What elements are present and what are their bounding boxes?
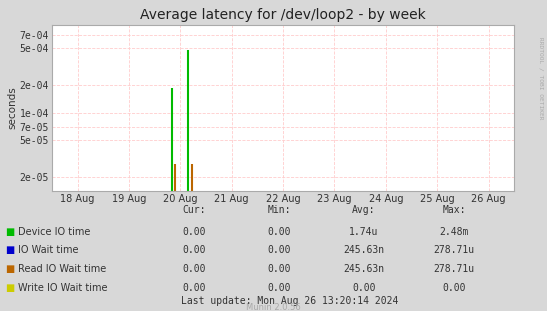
Title: Average latency for /dev/loop2 - by week: Average latency for /dev/loop2 - by week: [140, 8, 426, 22]
Text: Read IO Wait time: Read IO Wait time: [18, 264, 106, 274]
Text: Cur:: Cur:: [183, 205, 206, 215]
Text: 245.63n: 245.63n: [343, 264, 385, 274]
Text: Device IO time: Device IO time: [18, 227, 90, 237]
Text: Munin 2.0.56: Munin 2.0.56: [246, 303, 301, 311]
Text: 278.71u: 278.71u: [433, 245, 475, 255]
Text: 1.74u: 1.74u: [349, 227, 379, 237]
Text: 0.00: 0.00: [443, 283, 465, 293]
Text: 0.00: 0.00: [267, 245, 290, 255]
Text: ■: ■: [5, 245, 15, 255]
Text: 278.71u: 278.71u: [433, 264, 475, 274]
Text: 0.00: 0.00: [183, 264, 206, 274]
Text: 0.00: 0.00: [183, 245, 206, 255]
Text: ■: ■: [5, 283, 15, 293]
Text: Min:: Min:: [267, 205, 290, 215]
Text: RRDTOOL / TOBI OETIKER: RRDTOOL / TOBI OETIKER: [538, 37, 543, 120]
Y-axis label: seconds: seconds: [7, 87, 17, 129]
Text: Write IO Wait time: Write IO Wait time: [18, 283, 107, 293]
Text: IO Wait time: IO Wait time: [18, 245, 78, 255]
Text: ■: ■: [5, 264, 15, 274]
Text: 2.48m: 2.48m: [439, 227, 469, 237]
Text: 0.00: 0.00: [267, 227, 290, 237]
Text: 0.00: 0.00: [267, 283, 290, 293]
Text: Max:: Max:: [443, 205, 465, 215]
Text: 245.63n: 245.63n: [343, 245, 385, 255]
Text: 0.00: 0.00: [352, 283, 375, 293]
Text: 0.00: 0.00: [267, 264, 290, 274]
Text: 0.00: 0.00: [183, 283, 206, 293]
Text: 0.00: 0.00: [183, 227, 206, 237]
Text: Avg:: Avg:: [352, 205, 375, 215]
Text: ■: ■: [5, 227, 15, 237]
Text: Last update: Mon Aug 26 13:20:14 2024: Last update: Mon Aug 26 13:20:14 2024: [181, 296, 399, 306]
